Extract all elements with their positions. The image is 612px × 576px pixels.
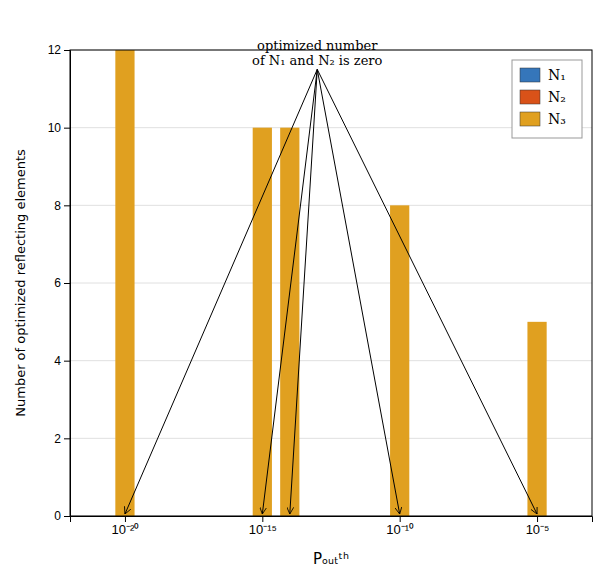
annotation-text: optimized number [257, 38, 378, 53]
x-tick-mark [262, 516, 263, 522]
x-axis-line [71, 517, 593, 523]
y-tick-mark [64, 283, 70, 284]
y-tick: 8 [54, 199, 70, 213]
y-tick: 6 [54, 276, 70, 290]
annotation-arrow [317, 69, 399, 514]
y-tick-mark [64, 50, 70, 51]
annotation-text: of N₁ and N₂ is zero [252, 53, 383, 68]
bars [115, 50, 546, 516]
y-tick-mark [64, 516, 70, 517]
y-tick-mark [64, 128, 70, 129]
y-tick-label: 2 [54, 432, 61, 446]
y-tick: 10 [48, 121, 70, 135]
bar [527, 322, 546, 516]
legend-label: N₁ [548, 67, 566, 83]
annotation: optimized numberof N₁ and N₂ is zero [125, 38, 537, 514]
y-axis: 0 2 4 6 8 10 12 [48, 43, 71, 523]
x-tick-label: 10⁻¹⁵ [249, 522, 277, 537]
y-tick: 0 [54, 509, 70, 523]
grid-line [70, 283, 592, 284]
y-tick-label: 8 [54, 199, 61, 213]
x-tick: 10⁻⁵ [526, 516, 550, 537]
x-axis: 10⁻²⁰ 10⁻¹⁵ 10⁻¹⁰ 10⁻⁵ [71, 516, 593, 537]
legend-item: N₂ [520, 89, 566, 105]
legend-swatch [520, 68, 540, 82]
legend-item: N₃ [520, 111, 566, 127]
x-tick-mark [400, 516, 401, 522]
x-tick-mark [125, 516, 126, 522]
y-tick: 4 [54, 354, 70, 368]
x-tick: 10⁻¹⁵ [249, 516, 277, 537]
legend-swatch [520, 112, 540, 126]
annotation-arrow [262, 69, 317, 514]
plot: 10⁻²⁰ 10⁻¹⁵ 10⁻¹⁰ 10⁻⁵ 0 2 4 6 8 10 12 Pₒᵤₜᵗʰ Number… [13, 38, 593, 568]
y-tick-label: 6 [54, 276, 61, 290]
bar [390, 205, 409, 516]
bar [280, 128, 299, 516]
grid-line [70, 205, 592, 206]
x-tick: 10⁻¹⁰ [386, 516, 414, 537]
y-tick-label: 4 [54, 354, 61, 368]
legend-box [512, 60, 582, 138]
y-tick-label: 10 [48, 121, 62, 135]
y-tick-mark [64, 205, 70, 206]
bar [115, 50, 134, 516]
x-tick-label: 10⁻⁵ [526, 522, 550, 537]
legend-label: N₃ [548, 111, 566, 127]
legend-label: N₂ [548, 89, 566, 105]
plot-frame [70, 50, 592, 516]
annotation-arrow [290, 69, 317, 514]
legend-item: N₁ [520, 67, 566, 83]
x-axis-title: Pₒᵤₜᵗʰ [313, 550, 349, 568]
y-tick-label: 0 [54, 509, 61, 523]
grid [70, 50, 592, 516]
chart: 10⁻²⁰ 10⁻¹⁵ 10⁻¹⁰ 10⁻⁵ 0 2 4 6 8 10 12 Pₒᵤₜᵗʰ Number… [0, 0, 612, 576]
legend-swatch [520, 90, 540, 104]
y-tick-mark [64, 361, 70, 362]
x-tick-label: 10⁻¹⁰ [386, 522, 414, 537]
y-tick-mark [64, 438, 70, 439]
annotation-arrow [317, 69, 537, 514]
y-tick-label: 12 [48, 43, 62, 57]
legend: N₁ N₂ N₃ [512, 60, 582, 138]
grid-line [70, 438, 592, 439]
x-tick-label: 10⁻²⁰ [112, 522, 140, 537]
y-axis-title: Number of optimized reflecting elements [13, 149, 28, 417]
x-tick: 10⁻²⁰ [112, 516, 140, 537]
annotation-arrow [125, 69, 317, 514]
x-tick-mark [537, 516, 538, 522]
y-tick: 12 [48, 43, 70, 57]
series [115, 50, 546, 516]
grid-line [70, 360, 592, 361]
y-tick: 2 [54, 432, 70, 446]
